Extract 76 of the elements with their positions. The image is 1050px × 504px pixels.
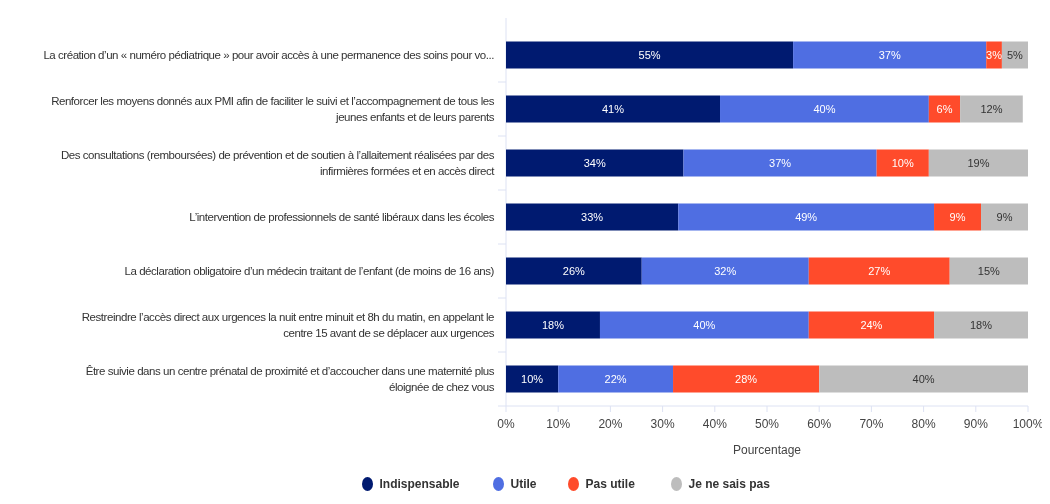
bar xyxy=(683,149,877,177)
data-label: 32% xyxy=(714,264,737,277)
data-label: 37% xyxy=(878,48,901,61)
data-label: 10% xyxy=(891,156,914,169)
data-label: 37% xyxy=(769,156,792,169)
bar xyxy=(558,365,674,393)
x-tick-label: 20% xyxy=(598,417,623,431)
bar xyxy=(720,95,929,123)
bar xyxy=(793,41,987,69)
bar xyxy=(641,257,809,285)
y-tick-label: Être suivie dans un centre prénatal de proximité et d’accoucher dans une maternité plus éloignée de chez vous xyxy=(85,365,495,394)
bar xyxy=(506,149,684,177)
x-axis-title: Pourcentage xyxy=(732,443,802,457)
x-tick-label: 90% xyxy=(963,417,989,431)
x-tick-label: 0% xyxy=(497,417,515,431)
bar xyxy=(808,257,950,285)
y-tick-label: La création d’un « numéro pédiatrique » pour avoir accès à une permanence des soins pour vo... xyxy=(43,49,495,62)
bar xyxy=(949,257,1028,285)
data-label: 18% xyxy=(970,318,993,331)
bar xyxy=(673,365,820,393)
x-tick-label: 30% xyxy=(650,417,675,431)
legend-label: Pas utile xyxy=(585,477,636,491)
data-label: 5% xyxy=(1007,48,1024,61)
data-label: 10% xyxy=(521,372,544,385)
bar xyxy=(678,203,935,231)
y-tick-label: L’intervention de professionnels de santé libéraux dans les écoles xyxy=(189,211,495,224)
data-label: 9% xyxy=(949,210,966,223)
bar xyxy=(928,149,1028,177)
data-label: 19% xyxy=(967,156,990,169)
data-label: 28% xyxy=(735,372,758,385)
data-label: 34% xyxy=(583,156,606,169)
bar xyxy=(808,311,935,339)
legend-label: Utile xyxy=(510,477,537,491)
data-label: 26% xyxy=(562,264,586,277)
bar xyxy=(819,365,1028,393)
data-label: 9% xyxy=(996,210,1013,223)
data-label: 18% xyxy=(541,318,565,331)
bar xyxy=(934,203,982,231)
bar xyxy=(506,41,794,69)
bar xyxy=(934,311,1028,339)
x-tick-label: 100% xyxy=(1012,417,1044,431)
data-label: 55% xyxy=(638,48,661,61)
x-tick-label: 10% xyxy=(546,417,571,431)
y-tick-label: La déclaration obligatoire d’un médecin traitant de l’enfant (de moins de 16 ans) xyxy=(124,265,495,278)
bar xyxy=(506,95,721,123)
data-label: 12% xyxy=(980,102,1003,115)
data-label: 41% xyxy=(601,102,625,115)
bar xyxy=(506,311,600,339)
data-label: 49% xyxy=(795,210,818,223)
bar xyxy=(599,311,809,339)
data-label: 3% xyxy=(986,48,1003,61)
x-tick-label: 50% xyxy=(754,417,780,431)
data-label: 24% xyxy=(860,318,883,331)
y-tick-label: Renforcer les moyens donnés aux PMI afin de faciliter le suivi et l’accompagnement de tous les jeunes enfants et de leurs parents xyxy=(51,95,495,124)
x-tick-label: 80% xyxy=(911,417,936,431)
data-label: 27% xyxy=(868,264,891,277)
data-label: 40% xyxy=(912,372,935,385)
legend-label: Je ne sais pas xyxy=(688,477,771,491)
bar xyxy=(876,149,929,177)
x-tick-label: 40% xyxy=(702,417,728,431)
data-label: 22% xyxy=(604,372,627,385)
y-tick-label: Restreindre l’accès direct aux urgences la nuit entre minuit et 8h du matin, en appelant le centre 15 avant de se déplacer aux urgences xyxy=(81,311,495,340)
data-label: 40% xyxy=(693,318,716,331)
bar xyxy=(506,365,559,393)
data-label: 33% xyxy=(581,210,604,223)
data-label: 15% xyxy=(977,264,1001,277)
data-label: 40% xyxy=(813,102,836,115)
data-label: 6% xyxy=(936,102,953,115)
bar xyxy=(960,95,1023,123)
x-tick-label: 70% xyxy=(859,417,884,431)
legend-label: Indispensable xyxy=(379,477,460,491)
bar xyxy=(506,203,679,231)
bar xyxy=(506,257,642,285)
bar xyxy=(981,203,1028,231)
x-tick-label: 60% xyxy=(807,417,832,431)
y-tick-label: Des consultations (remboursées) de prévention et de soutien à l’allaitement réalisées par des infirmières formées et en accès direct xyxy=(60,149,496,178)
